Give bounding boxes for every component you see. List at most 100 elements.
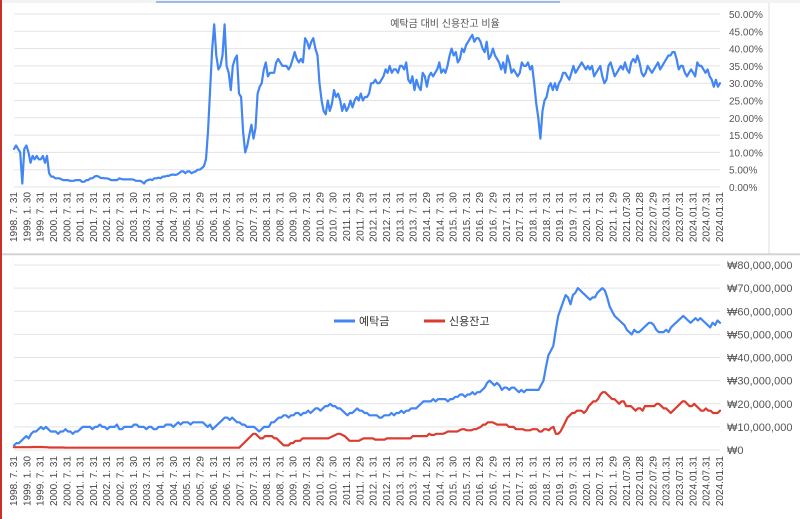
x-tick-label: 2016. 1. 29	[475, 456, 486, 506]
x-tick-label: 2016. 7. 29	[489, 192, 500, 242]
x-tick-label: 2005. 1. 31	[182, 192, 193, 242]
x-tick-label: 1999. 1. 30	[22, 456, 33, 506]
x-tick-label: 2018. 7. 31	[542, 456, 553, 506]
y-tick-label: 10.00%	[729, 148, 763, 159]
x-tick-label: 2022.01.28	[635, 456, 646, 506]
x-tick-label: 2011. 1. 31	[342, 456, 353, 506]
x-tick-label: 2013. 1. 31	[395, 192, 406, 242]
x-tick-label: 2014. 1. 29	[422, 456, 433, 506]
ratio-chart-area	[2, 3, 768, 253]
x-tick-label: 2015. 7. 31	[462, 456, 473, 506]
x-tick-label: 2007. 1. 31	[235, 456, 246, 506]
x-tick-label: 2009. 1. 30	[289, 456, 300, 506]
x-tick-label: 2006. 7. 31	[222, 456, 233, 506]
x-tick-label: 2023.07.31	[675, 192, 686, 242]
amount-chart[interactable]: ₩80,000,000 ₩70,000,000 ₩60,000,000 ₩50,000…	[2, 256, 796, 518]
x-tick-label: 2011. 7. 29	[355, 192, 366, 242]
x-tick-label: 2005. 7. 29	[195, 456, 206, 506]
x-tick-label: 2016. 1. 29	[475, 192, 486, 242]
x-tick-label: 2022.01.28	[635, 192, 646, 242]
x-tick-label: 2020. 7. 31	[595, 456, 606, 506]
ratio-y-gridlines	[14, 13, 720, 188]
y-tick-label: ₩30,000,000	[727, 376, 792, 388]
x-tick-label: 2015. 7. 31	[462, 192, 473, 242]
x-tick-label: 2003. 7. 31	[142, 192, 153, 242]
x-tick-label: 2021. 1. 29	[608, 192, 619, 242]
x-tick-label: 2019. 7. 31	[568, 192, 579, 242]
x-tick-label: 2006. 7. 31	[222, 192, 233, 242]
x-tick-label: 2007. 7. 31	[249, 456, 260, 506]
x-tick-label: 2020. 1. 31	[582, 456, 593, 506]
left-selection-edge	[0, 0, 2, 519]
x-tick-label: 2019. 7. 31	[568, 456, 579, 506]
x-tick-label: 2009. 1. 30	[289, 192, 300, 242]
x-tick-label: 2017. 1. 31	[502, 192, 513, 242]
x-tick-label: 2006. 1. 31	[209, 192, 220, 242]
x-tick-label: 2017. 1. 31	[502, 456, 513, 506]
y-tick-label: 40.00%	[729, 45, 763, 56]
x-tick-label: 2012. 7. 31	[382, 192, 393, 242]
x-tick-label: 2014. 7. 31	[435, 456, 446, 506]
x-tick-label: 2018. 7. 31	[542, 192, 553, 242]
x-tick-label: 2010. 7. 30	[329, 456, 340, 506]
x-tick-label: 2004. 1. 31	[156, 456, 167, 506]
y-tick-label: ₩70,000,000	[727, 283, 792, 295]
ratio-x-axis: 1998. 7. 31 1999. 1. 30 1999. 7. 31 2000. 1…	[9, 192, 726, 242]
amount-y-gridlines	[14, 264, 720, 451]
x-tick-label: 2024.01.31	[715, 192, 726, 242]
x-tick-label: 2011. 7. 29	[355, 456, 366, 506]
x-tick-label: 2008. 7. 31	[275, 192, 286, 242]
series-line-secondary	[12, 391, 722, 449]
x-tick-label: 2017. 7. 31	[515, 192, 526, 242]
x-tick-label: 2003. 1. 30	[129, 456, 140, 506]
x-tick-label: 2013. 1. 31	[395, 456, 406, 506]
y-tick-label: ₩60,000,000	[727, 306, 792, 318]
x-tick-label: 2008. 7. 31	[275, 456, 286, 506]
series-line-primary	[12, 23, 722, 185]
x-tick-label: 2023.07.31	[675, 456, 686, 506]
x-tick-label: 2022.07.29	[648, 456, 659, 506]
x-tick-label: 2021. 1. 29	[608, 456, 619, 506]
x-tick-label: 2010. 1. 29	[315, 192, 326, 242]
y-tick-label: 5.00%	[729, 166, 757, 177]
x-tick-label: 2002. 7. 31	[116, 456, 127, 506]
x-tick-label: 2002. 7. 31	[116, 192, 127, 242]
y-tick-label: 30.00%	[729, 79, 763, 90]
x-tick-label: 2023.01.31	[662, 192, 673, 242]
x-tick-label: 2015. 1. 30	[449, 456, 460, 506]
legend-label-deposit: 예탁금	[359, 315, 389, 328]
x-tick-label: 2004. 1. 31	[156, 192, 167, 242]
y-tick-label: ₩40,000,000	[727, 353, 792, 365]
x-tick-label: 2024.07.31	[702, 192, 713, 242]
ratio-y-axis: 50.00% 45.00% 40.00% 35.00% 30.00% 25.00% 20.0…	[729, 10, 763, 194]
ratio-series	[12, 23, 722, 185]
amount-chart-area	[2, 256, 796, 518]
x-tick-label: 2016. 7. 29	[489, 456, 500, 506]
x-tick-label: 1999. 7. 31	[36, 192, 47, 242]
y-tick-label: 50.00%	[729, 10, 763, 21]
x-tick-label: 2008. 1. 31	[262, 456, 273, 506]
x-tick-label: 2014. 1. 29	[422, 192, 433, 242]
amount-x-axis: 1998. 7. 31 1999. 1. 30 1999. 7. 31 2000. 1…	[9, 456, 726, 506]
x-tick-label: 2011. 1. 31	[342, 192, 353, 242]
x-tick-label: 2022.07.29	[648, 192, 659, 242]
ratio-chart-title: 예탁금 대비 신용잔고 비율	[390, 18, 500, 30]
x-tick-label: 2005. 7. 29	[195, 192, 206, 242]
x-tick-label: 2019. 1. 31	[555, 456, 566, 506]
x-tick-label: 2000. 1. 31	[49, 192, 60, 242]
y-tick-label: ₩80,000,000	[727, 260, 792, 272]
x-tick-label: 2007. 1. 31	[235, 192, 246, 242]
x-tick-label: 1999. 1. 30	[22, 192, 33, 242]
ratio-chart[interactable]: 예탁금 대비 신용잔고 비율 50.00% 45.00% 40.00% 35.00% 3…	[2, 3, 768, 253]
x-tick-label: 2020. 7. 31	[595, 192, 606, 242]
x-tick-label: 2002. 1. 31	[102, 192, 113, 242]
x-tick-label: 2001. 7. 31	[89, 192, 100, 242]
amount-legend[interactable]: 예탁금 신용잔고	[334, 315, 489, 328]
x-tick-label: 2017. 7. 31	[515, 456, 526, 506]
x-tick-label: 2013. 7. 31	[409, 456, 420, 506]
x-tick-label: 2019. 1. 31	[555, 192, 566, 242]
x-tick-label: 2018. 1. 31	[529, 456, 540, 506]
x-tick-label: 2014. 7. 31	[435, 192, 446, 242]
y-tick-label: 45.00%	[729, 27, 763, 38]
